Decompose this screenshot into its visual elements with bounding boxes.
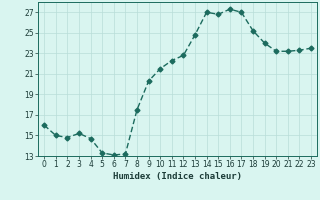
X-axis label: Humidex (Indice chaleur): Humidex (Indice chaleur) (113, 172, 242, 181)
